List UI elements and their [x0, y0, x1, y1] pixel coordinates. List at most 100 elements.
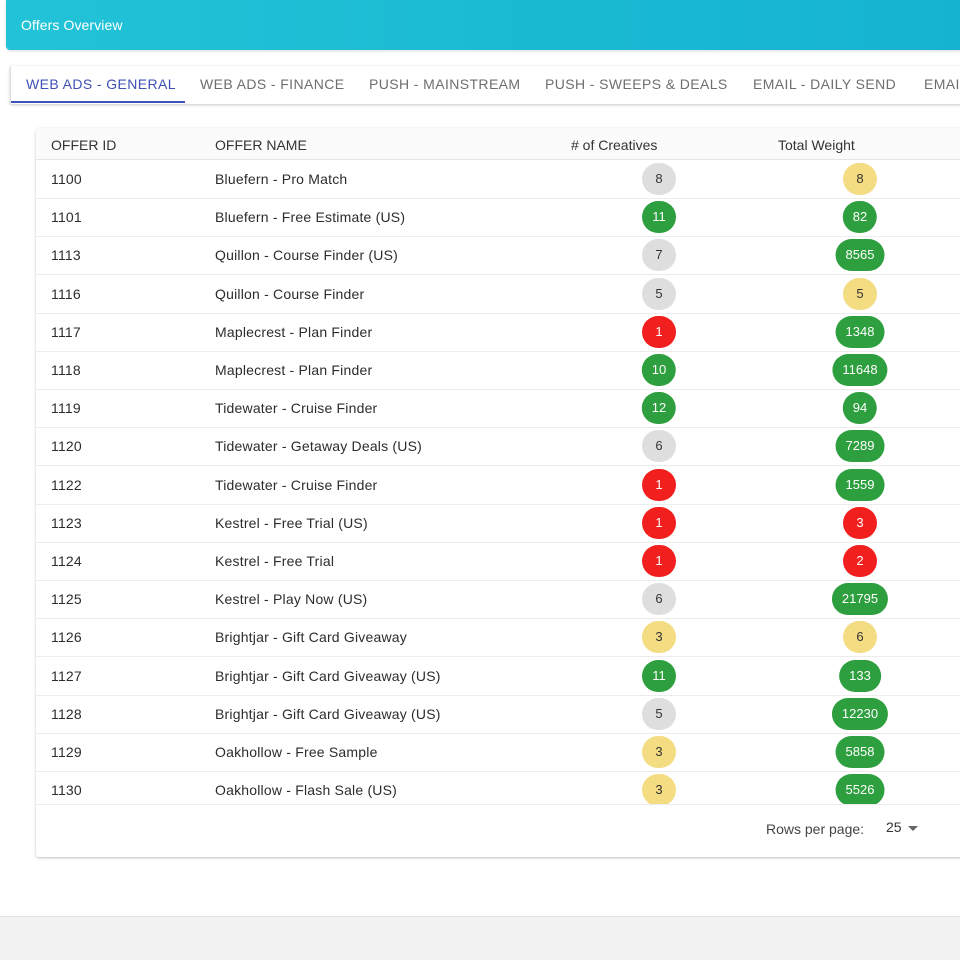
table-row[interactable]: 1127 Brightjar - Gift Card Giveaway (US) 1…: [36, 657, 960, 696]
total-weight-badge: 8565: [835, 239, 885, 272]
creatives-count-badge: 6: [642, 583, 676, 616]
offer-id-cell: 1120: [51, 438, 82, 455]
offer-id-cell: 1128: [51, 705, 82, 722]
app-bar: Offers Overview: [6, 0, 960, 50]
table-body: 1100 Bluefern - Pro Match 8 8 1101 Bluefern -…: [36, 160, 960, 804]
offer-id-cell: 1101: [51, 209, 82, 226]
table-header: OFFER ID OFFER NAME # of Creatives Total…: [36, 128, 960, 160]
tab-email-daily-send[interactable]: EMAIL - DAILY SEND: [753, 76, 897, 92]
creatives-count-badge: 3: [642, 621, 676, 654]
page-title: Offers Overview: [21, 17, 123, 33]
tab-email-overflow[interactable]: EMAI: [924, 76, 960, 92]
offer-id-cell: 1100: [51, 171, 82, 187]
offer-id-cell: 1118: [51, 362, 81, 378]
table-row[interactable]: 1119 Tidewater - Cruise Finder 12 94: [36, 389, 960, 429]
offer-id-cell: 1113: [51, 247, 81, 264]
table-row[interactable]: 1116 Quillon - Course Finder 5 5: [36, 275, 960, 314]
table-row[interactable]: 1120 Tidewater - Getaway Deals (US) 6 7289: [36, 427, 960, 467]
total-weight-badge: 5526: [835, 774, 885, 804]
category-tabs: WEB ADS - GENERAL WEB ADS - FINANCE PUSH…: [10, 66, 960, 104]
creatives-count-badge: 1: [642, 545, 676, 577]
total-weight-badge: 1348: [835, 315, 885, 348]
table-row[interactable]: 1101 Bluefern - Free Estimate (US) 11 82: [36, 198, 960, 238]
table-pagination: Rows per page: 25: [36, 804, 960, 858]
offer-id-cell: 1122: [51, 476, 82, 493]
table-row[interactable]: 1113 Quillon - Course Finder (US) 7 8565: [36, 236, 960, 276]
creatives-count-badge: 7: [642, 239, 676, 272]
offers-table-card: OFFER ID OFFER NAME # of Creatives Total…: [36, 128, 960, 857]
total-weight-badge: 5858: [835, 736, 885, 768]
creatives-count-badge: 1: [642, 468, 676, 501]
tab-web-ads-general[interactable]: WEB ADS - GENERAL: [26, 76, 176, 92]
column-header-total-weight[interactable]: Total Weight: [778, 137, 855, 153]
table-row[interactable]: 1118 Maplecrest - Plan Finder 10 11648: [36, 351, 960, 390]
table-row[interactable]: 1117 Maplecrest - Plan Finder 1 1348: [36, 313, 960, 352]
creatives-count-badge: 3: [642, 736, 676, 768]
offer-id-cell: 1130: [51, 782, 82, 799]
offer-name-cell: Oakhollow - Free Sample: [215, 744, 378, 760]
offer-name-cell: Tidewater - Cruise Finder: [215, 476, 378, 493]
total-weight-badge: 7289: [835, 430, 885, 463]
tab-web-ads-finance[interactable]: WEB ADS - FINANCE: [200, 76, 345, 92]
creatives-count-badge: 12: [641, 392, 677, 425]
offer-id-cell: 1127: [51, 667, 82, 684]
offer-name-cell: Tidewater - Getaway Deals (US): [215, 438, 422, 455]
offer-name-cell: Kestrel - Free Trial (US): [215, 514, 368, 531]
creatives-count-badge: 11: [642, 201, 676, 234]
active-tab-indicator: [11, 101, 185, 103]
total-weight-badge: 3: [843, 506, 877, 539]
creatives-count-badge: 5: [642, 697, 676, 730]
total-weight-badge: 133: [839, 659, 881, 692]
rows-per-page-select[interactable]: 25: [886, 819, 918, 835]
table-row[interactable]: 1100 Bluefern - Pro Match 8 8: [36, 160, 960, 199]
creatives-count-badge: 3: [642, 774, 676, 804]
offer-id-cell: 1117: [51, 323, 81, 340]
offer-name-cell: Oakhollow - Flash Sale (US): [215, 782, 398, 799]
table-row[interactable]: 1122 Tidewater - Cruise Finder 1 1559: [36, 466, 960, 505]
offer-name-cell: Kestrel - Play Now (US): [215, 591, 368, 608]
creatives-count-badge: 8: [642, 163, 676, 195]
tab-push-sweeps-deals[interactable]: PUSH - SWEEPS & DEALS: [545, 76, 728, 92]
creatives-count-badge: 6: [642, 430, 676, 463]
column-header-offer-name[interactable]: OFFER NAME: [215, 137, 307, 153]
offer-id-cell: 1123: [51, 514, 82, 531]
table-row[interactable]: 1130 Oakhollow - Flash Sale (US) 3 5526: [36, 771, 960, 804]
offer-name-cell: Maplecrest - Plan Finder: [215, 362, 373, 378]
total-weight-badge: 1559: [835, 468, 885, 501]
table-row[interactable]: 1125 Kestrel - Play Now (US) 6 21795: [36, 580, 960, 620]
total-weight-badge: 12230: [831, 697, 889, 730]
table-row[interactable]: 1128 Brightjar - Gift Card Giveaway (US) 5…: [36, 695, 960, 734]
total-weight-badge: 8: [843, 163, 877, 195]
creatives-count-badge: 11: [642, 659, 676, 692]
total-weight-badge: 21795: [831, 583, 889, 616]
offer-id-cell: 1129: [51, 744, 82, 760]
offer-name-cell: Tidewater - Cruise Finder: [215, 400, 378, 417]
offer-id-cell: 1119: [51, 400, 81, 417]
offer-id-cell: 1124: [51, 553, 82, 569]
creatives-count-badge: 1: [642, 506, 676, 539]
total-weight-badge: 94: [842, 392, 878, 425]
bottom-panel: [0, 916, 960, 960]
creatives-count-badge: 5: [642, 277, 676, 310]
offer-name-cell: Maplecrest - Plan Finder: [215, 323, 373, 340]
total-weight-badge: 11648: [832, 354, 888, 386]
tab-push-mainstream[interactable]: PUSH - MAINSTREAM: [369, 76, 521, 92]
table-row[interactable]: 1124 Kestrel - Free Trial 1 2: [36, 542, 960, 581]
offer-name-cell: Kestrel - Free Trial: [215, 553, 335, 569]
total-weight-badge: 5: [843, 277, 877, 310]
offer-name-cell: Bluefern - Pro Match: [215, 171, 348, 187]
offer-name-cell: Brightjar - Gift Card Giveaway (US): [215, 705, 441, 722]
table-row[interactable]: 1126 Brightjar - Gift Card Giveaway 3 6: [36, 618, 960, 658]
offer-id-cell: 1116: [51, 285, 81, 302]
offer-name-cell: Bluefern - Free Estimate (US): [215, 209, 406, 226]
creatives-count-badge: 10: [641, 354, 677, 386]
total-weight-badge: 2: [843, 545, 877, 577]
column-header-creatives[interactable]: # of Creatives: [571, 137, 658, 153]
table-row[interactable]: 1129 Oakhollow - Free Sample 3 5858: [36, 733, 960, 772]
caret-down-icon: [907, 825, 918, 831]
table-row[interactable]: 1123 Kestrel - Free Trial (US) 1 3: [36, 504, 960, 543]
offer-name-cell: Brightjar - Gift Card Giveaway: [215, 629, 407, 646]
offer-name-cell: Quillon - Course Finder (US): [215, 247, 398, 264]
column-header-offer-id[interactable]: OFFER ID: [51, 137, 117, 153]
